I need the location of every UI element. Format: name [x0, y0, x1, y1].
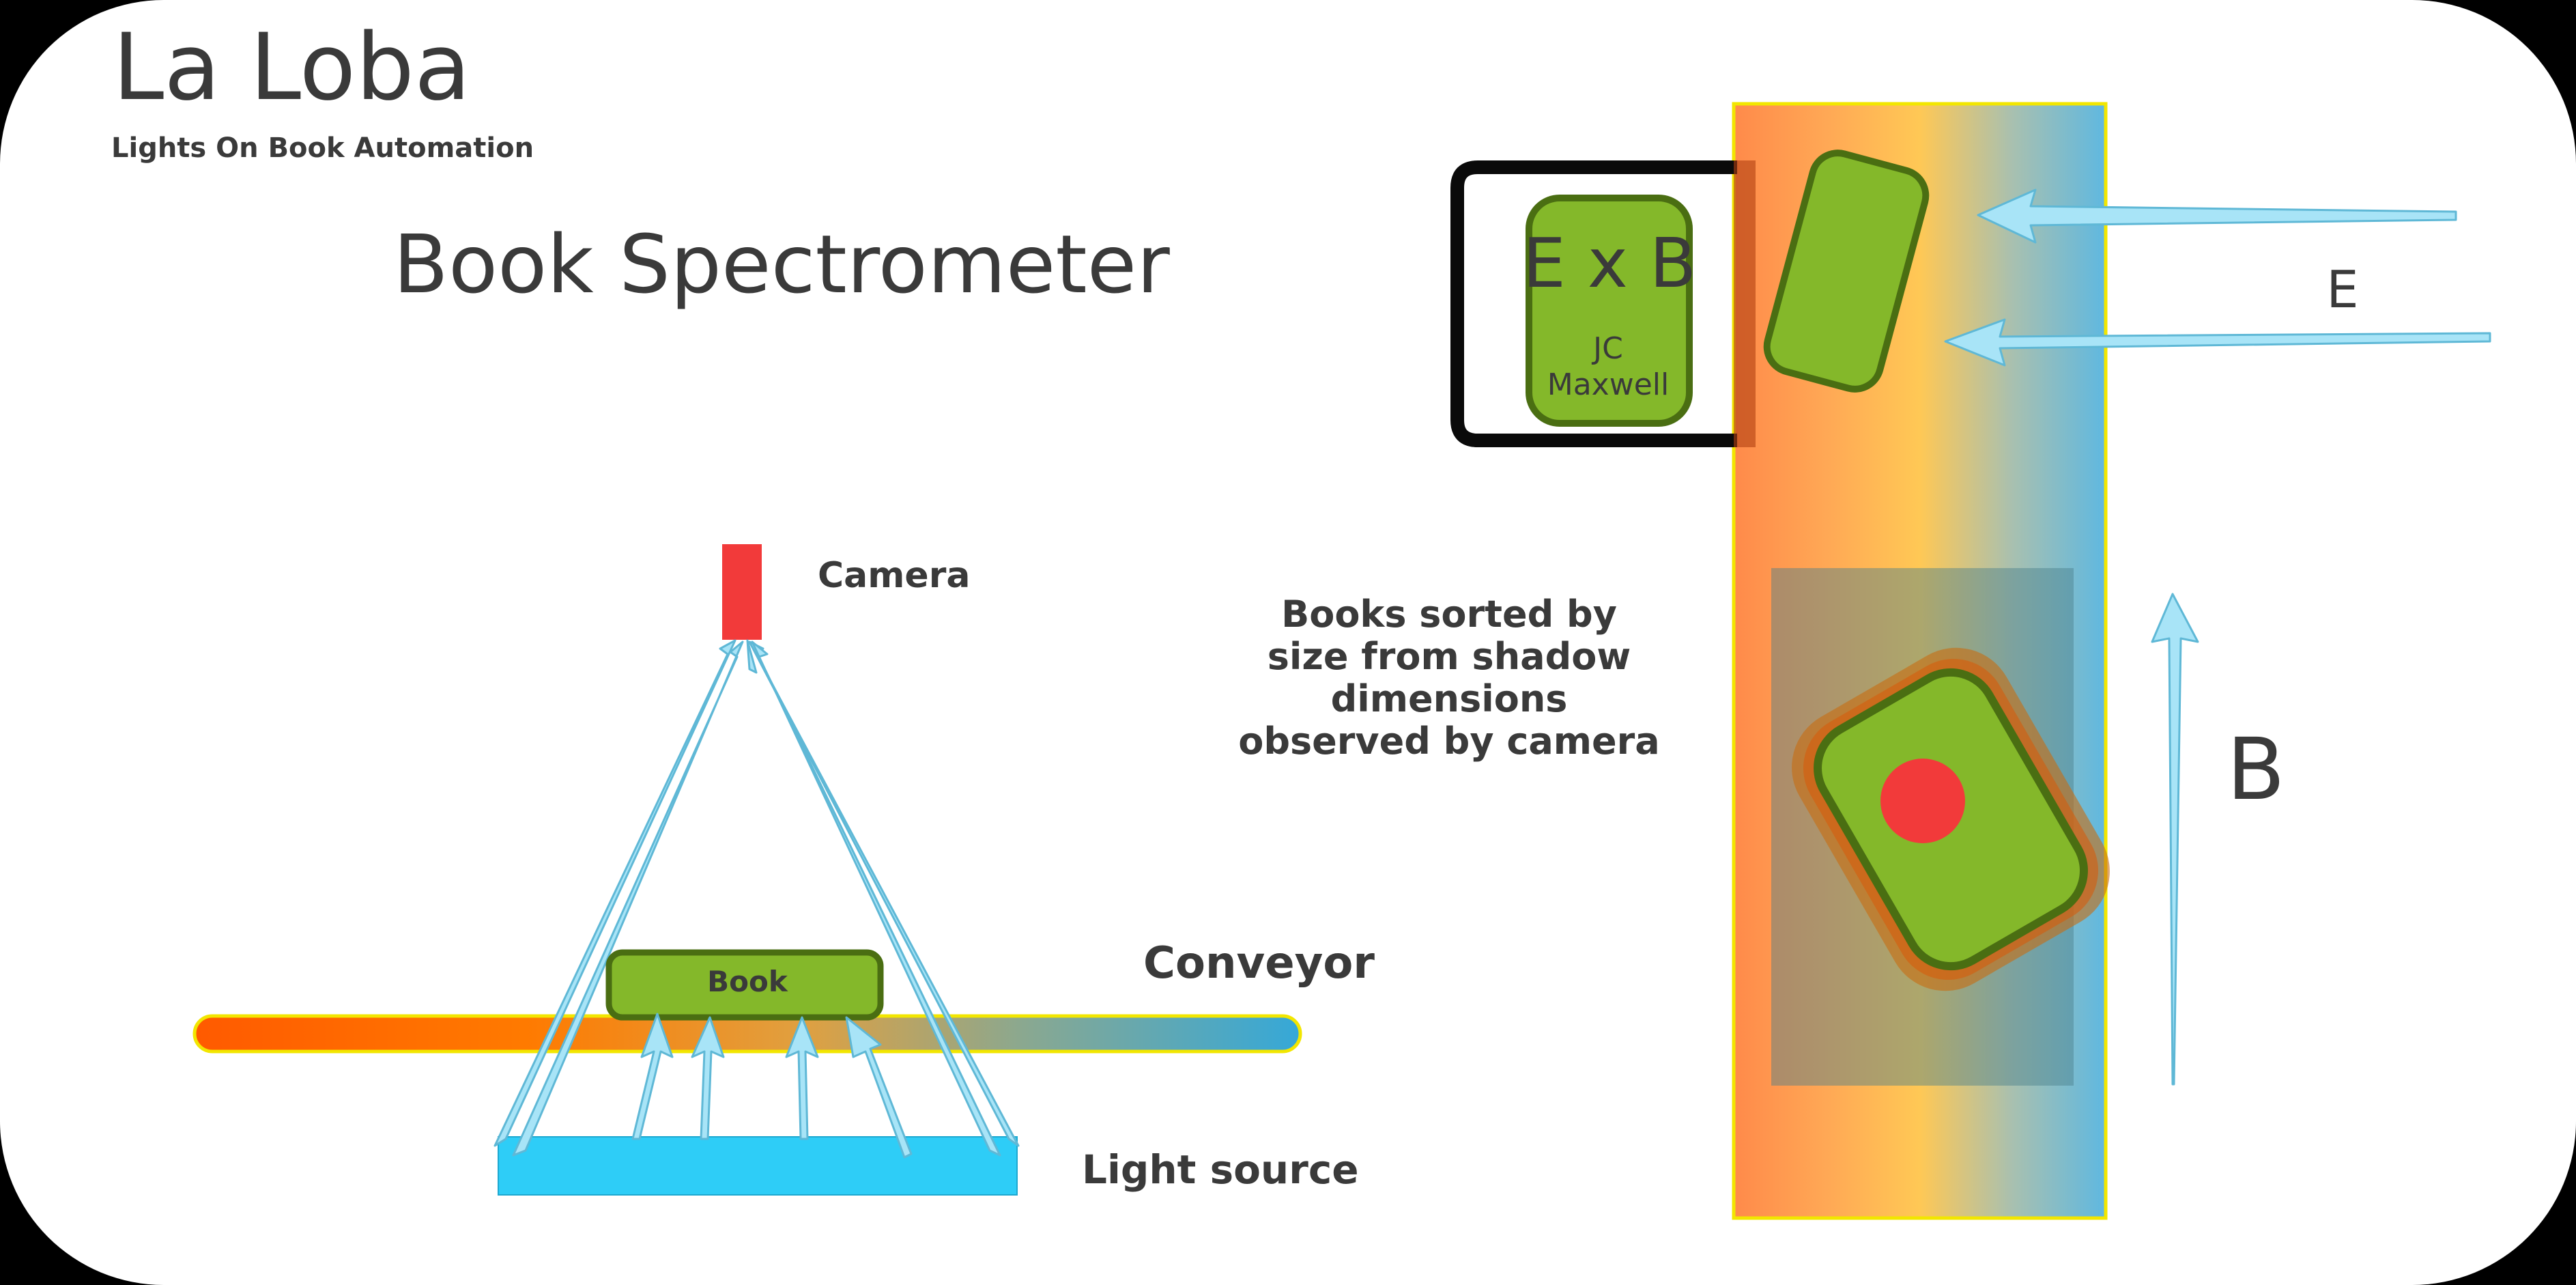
e-field-arrows — [1944, 188, 2491, 367]
e-field-arrow — [1944, 318, 2491, 367]
camera-ray-bundle — [493, 639, 1020, 1157]
b-field-arrow — [2151, 593, 2199, 1086]
light-ray — [512, 640, 744, 1157]
light-ray — [748, 640, 1020, 1147]
light-ray — [631, 1013, 674, 1140]
exb-box-frame — [1450, 160, 1737, 447]
description-line: observed by camera — [1238, 720, 1660, 763]
light-source-panel — [498, 1136, 1018, 1196]
light-ray — [746, 639, 758, 674]
book-label: Book — [707, 965, 788, 998]
light-ray — [493, 639, 736, 1147]
e-field-arrow — [1977, 188, 2457, 244]
e-field-label: E — [2326, 259, 2358, 320]
sorting-description: Books sorted by size from shadow dimensi… — [1238, 593, 1660, 763]
camera-body — [722, 544, 762, 640]
camera-label: Camera — [818, 555, 970, 596]
conveyor-label: Conveyor — [1143, 938, 1375, 989]
b-field-label: B — [2227, 720, 2285, 819]
exb-box-title: E x B — [1523, 223, 1697, 303]
conveyor-belt — [192, 1014, 1302, 1054]
exb-box-inner-shadow — [1734, 160, 1756, 447]
light-ray — [691, 1016, 725, 1140]
sorted-book-tilted — [1763, 150, 1930, 393]
description-line: dimensions — [1331, 677, 1568, 720]
light-ray — [845, 1016, 913, 1159]
book-on-conveyor — [605, 949, 884, 1021]
description-line: size from shadow — [1268, 635, 1631, 678]
light-source-label: Light source — [1082, 1146, 1359, 1193]
exb-box-credit-line2: Maxwell — [1547, 367, 1669, 402]
exb-box-credit-line1: JC — [1591, 331, 1623, 366]
backlight-ray-bundle — [631, 1013, 913, 1159]
sort-target-dot — [1880, 759, 1965, 843]
light-ray — [785, 1016, 819, 1140]
brand-tagline: Lights On Book Automation — [111, 132, 534, 164]
exb-book — [1526, 195, 1693, 427]
light-ray — [751, 640, 1001, 1157]
brand-title: La Loba — [113, 14, 471, 121]
description-line: Books sorted by — [1281, 593, 1617, 636]
page-title: Book Spectrometer — [393, 217, 1170, 311]
